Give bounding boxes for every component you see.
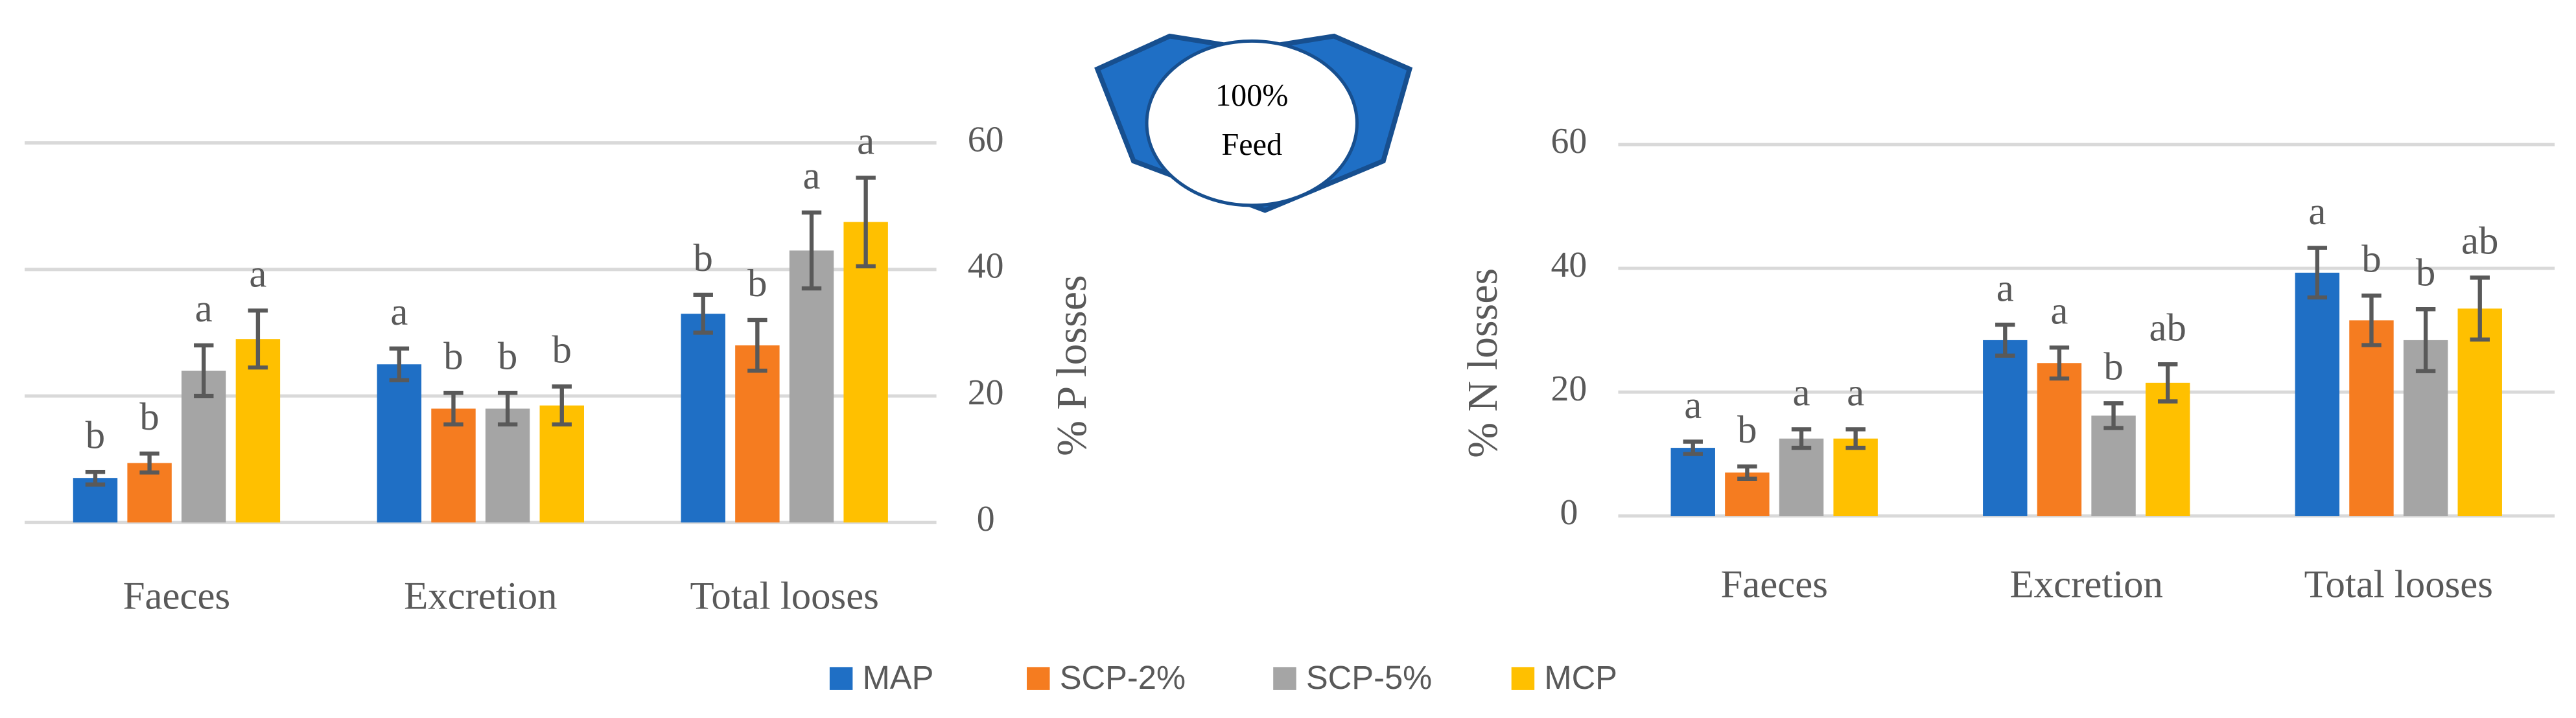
error-bar — [248, 308, 268, 370]
bar — [2457, 308, 2502, 516]
error-bar — [1845, 427, 1866, 450]
feed-label: Feed — [1221, 128, 1282, 162]
bar — [2145, 382, 2190, 516]
error-bar — [2307, 246, 2328, 300]
legend-label: MAP — [863, 659, 934, 696]
error-bar — [552, 384, 572, 427]
significance-letter: a — [2050, 290, 2068, 333]
legend-swatch — [1511, 667, 1535, 690]
x-tick-label: Excretion — [2010, 563, 2163, 607]
legend-swatch — [829, 667, 853, 690]
significance-letter: b — [2361, 237, 2381, 281]
y-axis-title: % P losses — [1048, 275, 1095, 456]
error-bar — [85, 470, 106, 487]
feed-icon: 100% Feed — [1094, 33, 1413, 213]
legend-label: SCP-2% — [1060, 659, 1186, 696]
significance-letter: b — [2103, 345, 2123, 389]
significance-letter: a — [1996, 266, 2014, 310]
significance-letter: a — [1847, 371, 1864, 415]
y-tick-label: 20 — [968, 373, 1004, 413]
y-tick-label: 60 — [968, 119, 1004, 159]
bar — [1670, 448, 1715, 516]
bar — [735, 345, 780, 523]
bar — [2037, 363, 2082, 516]
bar — [1779, 438, 1824, 516]
significance-letter: ab — [2149, 306, 2186, 349]
bar — [1983, 340, 2028, 516]
error-bar — [801, 210, 822, 291]
significance-letter: b — [139, 395, 159, 439]
bar — [681, 314, 725, 523]
bar — [235, 339, 281, 523]
significance-letter: b — [694, 237, 713, 280]
legend-label: SCP-5% — [1306, 659, 1432, 696]
y-tick-label: 60 — [1551, 121, 1587, 161]
error-bar — [497, 390, 518, 427]
bar — [2091, 415, 2136, 516]
significance-letter: ab — [2461, 220, 2498, 263]
y-tick-label: 20 — [1551, 369, 1587, 409]
bar — [377, 364, 422, 523]
significance-letter: b — [747, 262, 767, 305]
x-tick-label: Faeces — [123, 574, 230, 618]
bar — [789, 250, 834, 523]
error-bar — [856, 176, 876, 269]
significance-letter: a — [857, 120, 874, 163]
x-tick-label: Total looses — [2304, 563, 2493, 607]
x-tick-label: Total looses — [690, 574, 879, 618]
bar — [2349, 320, 2394, 516]
significance-letter: a — [1684, 384, 1702, 427]
significance-letter: a — [195, 287, 213, 330]
error-bar — [1683, 439, 1703, 456]
error-bar — [2470, 275, 2490, 342]
significance-letter: a — [249, 253, 266, 296]
error-bar — [1791, 427, 1812, 450]
bar — [2295, 272, 2340, 516]
legend-label: MCP — [1544, 659, 1617, 696]
error-bar — [747, 318, 767, 373]
significance-letter: b — [552, 329, 572, 372]
error-bar — [693, 292, 713, 335]
bar — [431, 408, 476, 523]
significance-letter: b — [2416, 251, 2435, 294]
error-bar — [2361, 293, 2382, 347]
y-tick-label: 40 — [1551, 245, 1587, 285]
legend-swatch — [1273, 667, 1296, 690]
significance-letter: b — [86, 413, 105, 457]
y-tick-label: 0 — [977, 499, 995, 539]
feed-center — [1145, 39, 1359, 207]
error-bar — [139, 451, 159, 475]
error-bar — [443, 390, 463, 427]
error-bar — [1995, 322, 2015, 358]
x-tick-label: Faeces — [1720, 563, 1827, 607]
y-tick-label: 0 — [1560, 492, 1578, 533]
significance-letter: b — [1737, 408, 1757, 452]
x-tick-label: Excretion — [404, 574, 557, 618]
error-bar — [194, 343, 214, 399]
error-bar — [2103, 401, 2124, 430]
significance-letter: a — [2308, 190, 2326, 233]
significance-letter: b — [443, 334, 463, 378]
feed-label: 100% — [1215, 78, 1288, 113]
error-bar — [2157, 362, 2178, 404]
bar — [843, 222, 888, 523]
y-axis-title: % N losses — [1459, 268, 1506, 458]
error-bar — [2415, 307, 2436, 373]
significance-letter: a — [1793, 371, 1810, 415]
legend-swatch — [1027, 667, 1050, 690]
error-bar — [1737, 464, 1757, 481]
y-tick-label: 40 — [968, 246, 1004, 286]
significance-letter: a — [803, 154, 821, 198]
significance-letter: b — [498, 334, 517, 378]
bar — [1833, 438, 1878, 516]
error-bar — [2049, 345, 2070, 381]
error-bar — [389, 346, 410, 382]
bar — [485, 408, 530, 523]
significance-letter: a — [390, 290, 408, 334]
